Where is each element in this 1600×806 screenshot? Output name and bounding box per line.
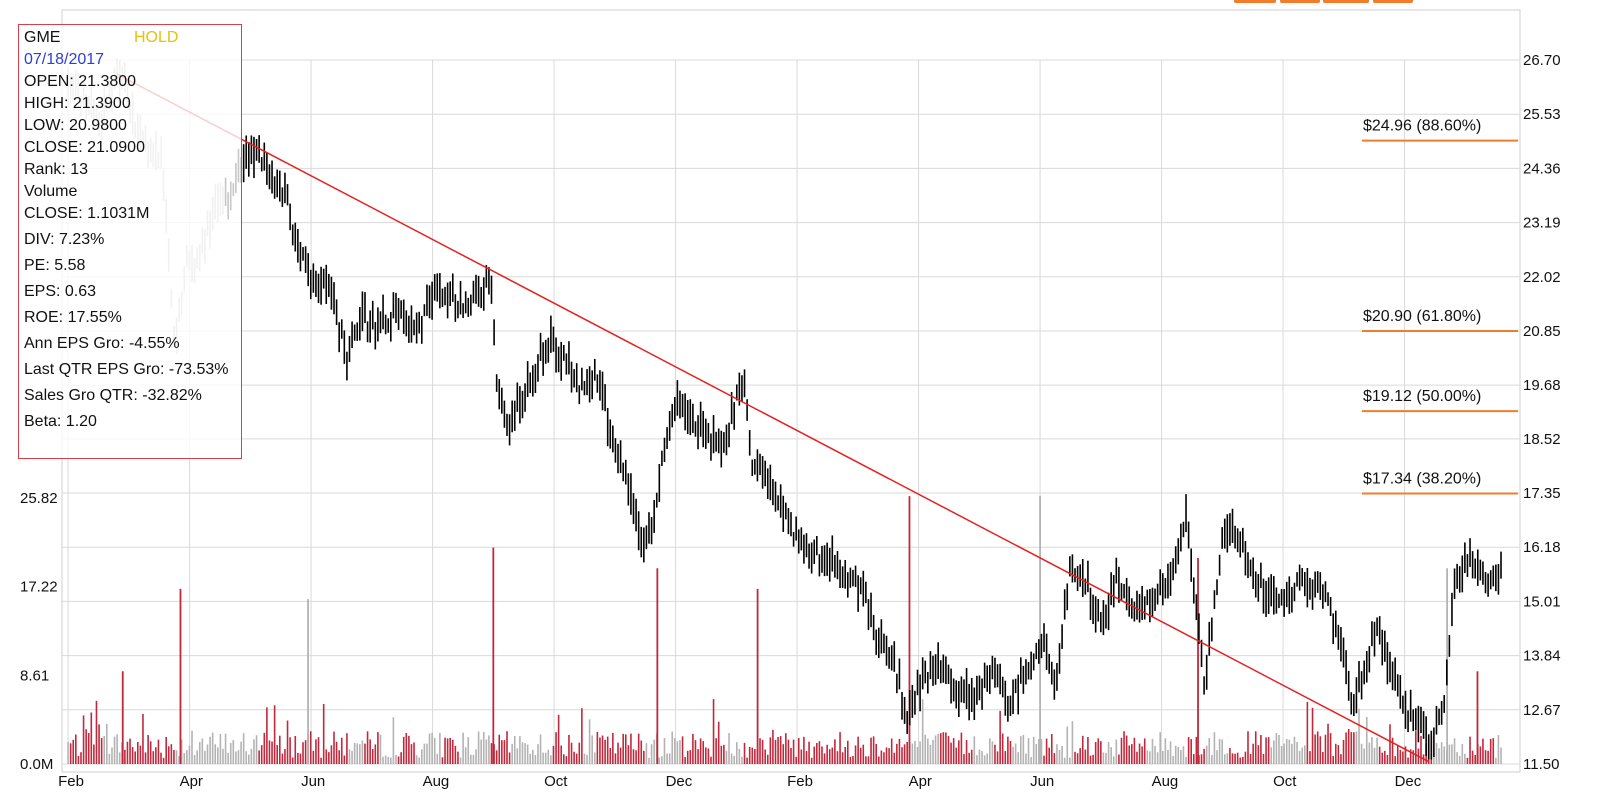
volume-close-value: CLOSE: 1.1031M [24,205,150,222]
fib-level-label: $17.34 (38.20%) [1363,471,1481,488]
fib-level-label: $19.12 (50.00%) [1363,388,1481,405]
price-tick-label: 11.50 [1523,756,1559,773]
fibonacci-levels: $24.96 (88.60%) $20.90 (61.80%) $19.12 (50… [1362,118,1518,495]
eps-value: EPS: 0.63 [24,283,97,300]
sales-gro-qtr-value: Sales Gro QTR: -32.82% [24,387,202,404]
volume-tick-label: 8.61 [20,667,49,684]
last-qtr-eps-gro-value: Last QTR EPS Gro: -73.53% [24,361,229,378]
header-tab-1[interactable] [1234,0,1276,3]
month-tick-label: Oct [1273,773,1297,790]
grid-lines [62,59,1520,765]
pe-value: PE: 5.58 [24,257,86,274]
volume-tick-label: 0.0M [20,756,53,773]
price-tick-label: 23.19 [1523,215,1561,232]
rating-badge: HOLD [134,29,179,46]
price-tick-label: 12.67 [1523,702,1561,719]
month-tick-label: Dec [666,773,693,790]
high-value: HIGH: 21.3900 [24,95,131,112]
month-tick-label: Oct [544,773,568,790]
volume-tick-label: 17.22 [20,579,58,596]
month-tick-label: Feb [787,773,813,790]
price-tick-label: 19.68 [1523,377,1561,394]
month-tick-label: Jun [1030,773,1054,790]
low-value: LOW: 20.9800 [24,117,127,134]
trendline-segment [116,73,1430,763]
price-tick-label: 26.70 [1523,52,1561,69]
beta-value: Beta: 1.20 [24,413,97,430]
month-tick-label: Aug [1152,773,1179,790]
fib-level-label: $20.90 (61.80%) [1363,308,1481,325]
month-tick-label: Aug [423,773,450,790]
price-tick-label: 17.35 [1523,485,1561,502]
price-tick-label: 16.18 [1523,539,1561,556]
rank-value: Rank: 13 [24,161,89,178]
plot-area [61,9,1521,773]
price-tick-label: 13.84 [1523,648,1561,665]
volume-label: Volume [24,183,78,200]
price-tick-label: 20.85 [1523,323,1561,340]
roe-value: ROE: 17.55% [24,309,122,326]
volume-bars [67,496,1502,764]
month-tick-label: Apr [180,773,203,790]
fib-level-label: $24.96 (88.60%) [1363,118,1481,135]
close-value: CLOSE: 21.0900 [24,139,145,156]
ann-eps-gro-value: Ann EPS Gro: -4.55% [24,335,180,352]
axes: 26.70 25.53 24.36 23.19 22.02 20.85 19.68 18.52… [20,52,1561,790]
quote-info-panel: GME HOLD 07/18/2017 OPEN: 21.3800 HIGH: … [18,24,242,459]
month-tick-label: Jun [301,773,325,790]
price-tick-label: 24.36 [1523,160,1561,177]
header-tab-4[interactable] [1373,0,1413,3]
price-tick-label: 18.52 [1523,431,1561,448]
open-value: OPEN: 21.3800 [24,73,137,90]
month-tick-label: Feb [58,773,84,790]
div-value: DIV: 7.23% [24,231,105,248]
header-tab-2[interactable] [1280,0,1320,3]
trendline [116,73,1430,763]
header-tab-3[interactable] [1323,0,1369,3]
month-tick-label: Apr [909,773,932,790]
ticker-symbol: GME [24,29,61,46]
quote-date: 07/18/2017 [24,51,105,68]
price-tick-label: 15.01 [1523,593,1561,610]
month-tick-label: Dec [1395,773,1422,790]
volume-tick-label: 25.82 [20,490,58,507]
price-tick-label: 25.53 [1523,106,1561,123]
price-tick-label: 22.02 [1523,269,1561,286]
